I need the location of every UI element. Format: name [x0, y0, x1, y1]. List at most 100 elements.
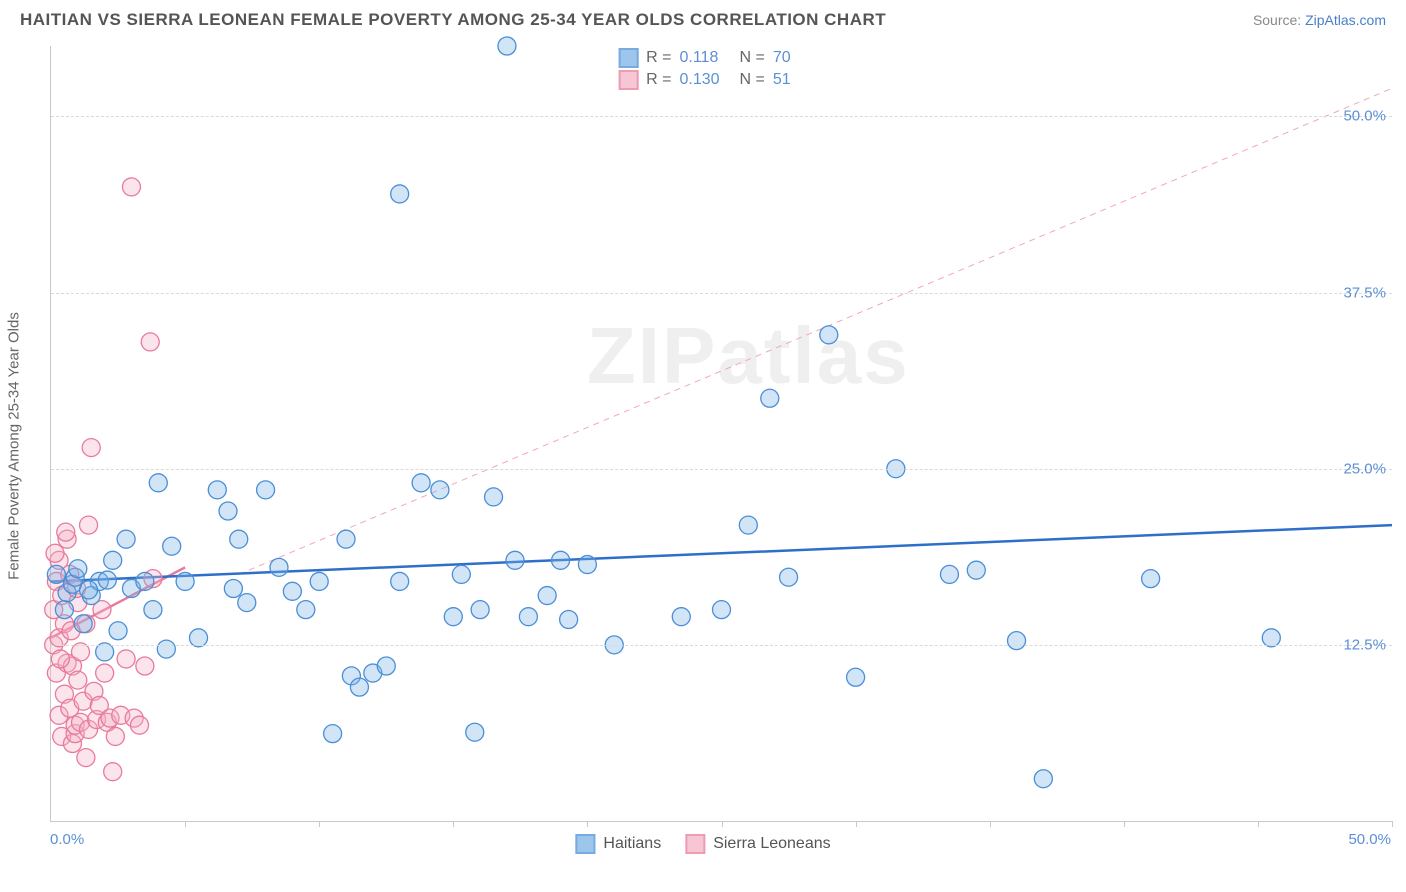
data-point	[780, 568, 798, 586]
source-label: Source:	[1253, 12, 1301, 28]
r-label: R =	[646, 71, 671, 89]
swatch-sierra	[618, 70, 638, 90]
scatter-svg	[51, 46, 1392, 821]
data-point	[498, 37, 516, 55]
r-value-sierra: 0.130	[680, 71, 732, 89]
data-point	[117, 530, 135, 548]
stats-legend: R = 0.118 N = 70 R = 0.130 N = 51	[618, 48, 825, 90]
chart-plot-area: ZIPatlas R = 0.118 N = 70 R = 0.130 N = …	[50, 46, 1392, 822]
data-point	[163, 537, 181, 555]
data-point	[506, 551, 524, 569]
y-tick-label: 25.0%	[1343, 460, 1386, 477]
stats-row-haitians: R = 0.118 N = 70	[618, 48, 825, 68]
data-point	[713, 601, 731, 619]
data-point	[337, 530, 355, 548]
data-point	[144, 601, 162, 619]
data-point	[552, 551, 570, 569]
source-link[interactable]: ZipAtlas.com	[1305, 12, 1386, 28]
data-point	[109, 622, 127, 640]
data-point	[157, 640, 175, 658]
data-point	[940, 565, 958, 583]
data-point	[310, 572, 328, 590]
data-point	[560, 611, 578, 629]
legend-item-haitians: Haitians	[575, 834, 661, 854]
data-point	[104, 551, 122, 569]
swatch-haitians	[618, 48, 638, 68]
series-legend: Haitians Sierra Leoneans	[575, 834, 830, 854]
data-point	[149, 474, 167, 492]
y-tick-label: 37.5%	[1343, 284, 1386, 301]
data-point	[444, 608, 462, 626]
data-point	[1034, 770, 1052, 788]
source-attribution: Source: ZipAtlas.com	[1253, 12, 1386, 28]
data-point	[80, 581, 98, 599]
n-label: N =	[740, 71, 765, 89]
data-point	[51, 650, 69, 668]
data-point	[104, 763, 122, 781]
data-point	[117, 650, 135, 668]
x-tick-label: 50.0%	[1348, 831, 1391, 848]
data-point	[98, 571, 116, 589]
n-value-haitians: 70	[773, 49, 825, 67]
data-point	[391, 185, 409, 203]
stats-row-sierra: R = 0.130 N = 51	[618, 70, 825, 90]
data-point	[391, 572, 409, 590]
data-point	[1008, 632, 1026, 650]
data-point	[122, 178, 140, 196]
data-point	[471, 601, 489, 619]
data-point	[967, 561, 985, 579]
data-point	[412, 474, 430, 492]
data-point	[77, 749, 95, 767]
data-point	[230, 530, 248, 548]
data-point	[672, 608, 690, 626]
data-point	[324, 725, 342, 743]
data-point	[176, 572, 194, 590]
data-point	[46, 544, 64, 562]
data-point	[519, 608, 537, 626]
y-axis-label: Female Poverty Among 25-34 Year Olds	[6, 312, 23, 580]
data-point	[761, 389, 779, 407]
n-label: N =	[740, 49, 765, 67]
data-point	[208, 481, 226, 499]
data-point	[141, 333, 159, 351]
data-point	[74, 615, 92, 633]
data-point	[1142, 570, 1160, 588]
data-point	[377, 657, 395, 675]
data-point	[847, 668, 865, 686]
data-point	[578, 556, 596, 574]
data-point	[538, 587, 556, 605]
data-point	[350, 678, 368, 696]
data-point	[820, 326, 838, 344]
n-value-sierra: 51	[773, 71, 825, 89]
data-point	[224, 580, 242, 598]
data-point	[466, 723, 484, 741]
data-point	[257, 481, 275, 499]
data-point	[69, 560, 87, 578]
data-point	[55, 601, 73, 619]
data-point	[283, 582, 301, 600]
data-point	[80, 516, 98, 534]
data-point	[131, 716, 149, 734]
y-tick-label: 12.5%	[1343, 636, 1386, 653]
data-point	[238, 594, 256, 612]
data-point	[106, 727, 124, 745]
data-point	[69, 671, 87, 689]
data-point	[452, 565, 470, 583]
data-point	[431, 481, 449, 499]
data-point	[739, 516, 757, 534]
data-point	[270, 558, 288, 576]
legend-label-haitians: Haitians	[603, 835, 661, 853]
legend-label-sierra: Sierra Leoneans	[713, 835, 830, 853]
chart-title: HAITIAN VS SIERRA LEONEAN FEMALE POVERTY…	[20, 10, 886, 30]
swatch-haitians	[575, 834, 595, 854]
x-tick-label: 0.0%	[50, 831, 84, 848]
swatch-sierra	[685, 834, 705, 854]
data-point	[82, 439, 100, 457]
data-point	[136, 572, 154, 590]
legend-item-sierra: Sierra Leoneans	[685, 834, 830, 854]
data-point	[297, 601, 315, 619]
data-point	[219, 502, 237, 520]
r-value-haitians: 0.118	[680, 49, 732, 67]
r-label: R =	[646, 49, 671, 67]
data-point	[47, 565, 65, 583]
